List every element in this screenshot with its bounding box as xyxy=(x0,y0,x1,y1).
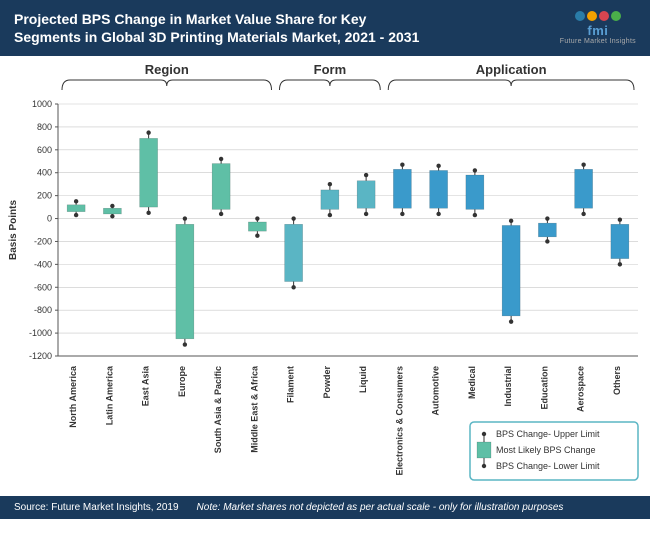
logo-dot-icon xyxy=(587,11,597,21)
svg-text:Electronics & Consumers: Electronics & Consumers xyxy=(394,366,404,476)
bar-body xyxy=(357,181,375,208)
logo-dot-icon xyxy=(611,11,621,21)
svg-text:1000: 1000 xyxy=(32,99,52,109)
chart-svg: -1200 -1000 -800 -600 -400 -200 0 200 400 600 800 1… xyxy=(0,56,650,496)
fmi-logo: fmi Future Market Insights xyxy=(560,11,636,45)
svg-text:-200: -200 xyxy=(34,237,52,247)
footer-note: Note: Market shares not depicted as per … xyxy=(197,502,564,513)
bar-body xyxy=(103,209,121,215)
svg-text:Automotive: Automotive xyxy=(431,366,441,416)
svg-text:Form: Form xyxy=(314,62,347,77)
footer-source: Source: Future Market Insights, 2019 xyxy=(14,502,179,513)
header-bar: Projected BPS Change in Market Value Sha… xyxy=(0,0,650,56)
svg-text:Filament: Filament xyxy=(286,366,296,403)
chart-title: Projected BPS Change in Market Value Sha… xyxy=(14,10,434,46)
logo-text-sub: Future Market Insights xyxy=(560,38,636,45)
chart-area: -1200 -1000 -800 -600 -400 -200 0 200 400 600 800 1… xyxy=(0,56,650,496)
bar-body xyxy=(176,225,194,340)
logo-dot-icon xyxy=(575,11,585,21)
bar-body xyxy=(538,224,556,238)
svg-text:800: 800 xyxy=(37,122,52,132)
svg-text:400: 400 xyxy=(37,168,52,178)
svg-text:-600: -600 xyxy=(34,283,52,293)
bar-body xyxy=(140,139,158,208)
logo-dot-icon xyxy=(599,11,609,21)
svg-text:North America: North America xyxy=(68,365,78,428)
bar-body xyxy=(575,170,593,209)
svg-text:-400: -400 xyxy=(34,260,52,270)
svg-text:BPS Change- Lower Limit: BPS Change- Lower Limit xyxy=(496,461,600,471)
svg-text:Region: Region xyxy=(145,62,189,77)
svg-text:-800: -800 xyxy=(34,306,52,316)
svg-text:Middle East & Africa: Middle East & Africa xyxy=(249,365,259,453)
svg-text:Most Likely BPS Change: Most Likely BPS Change xyxy=(496,445,596,455)
svg-text:BPS Change- Upper Limit: BPS Change- Upper Limit xyxy=(496,429,600,439)
svg-text:East Asia: East Asia xyxy=(141,365,151,406)
bar-body xyxy=(393,170,411,209)
svg-text:Industrial: Industrial xyxy=(503,366,513,407)
logo-text-main: fmi xyxy=(587,23,608,38)
svg-text:200: 200 xyxy=(37,191,52,201)
svg-text:Europe: Europe xyxy=(177,366,187,397)
svg-text:Others: Others xyxy=(612,366,622,395)
svg-text:Medical: Medical xyxy=(467,366,477,399)
bar-body xyxy=(502,226,520,316)
footer-bar: Source: Future Market Insights, 2019 Not… xyxy=(0,496,650,519)
svg-text:0: 0 xyxy=(47,214,52,224)
bar-body xyxy=(248,222,266,231)
svg-text:Education: Education xyxy=(539,366,549,410)
svg-text:Basis Points: Basis Points xyxy=(8,200,19,260)
bar-body xyxy=(611,225,629,259)
svg-text:Application: Application xyxy=(476,62,547,77)
bar-body xyxy=(212,164,230,210)
svg-text:Liquid: Liquid xyxy=(358,366,368,393)
svg-text:Latin America: Latin America xyxy=(104,365,114,425)
svg-text:600: 600 xyxy=(37,145,52,155)
bar-body xyxy=(285,225,303,282)
bar-body xyxy=(466,175,484,209)
bar-body xyxy=(321,190,339,209)
svg-text:Aerospace: Aerospace xyxy=(576,366,586,412)
svg-text:-1000: -1000 xyxy=(29,328,52,338)
svg-text:South Asia & Pacific: South Asia & Pacific xyxy=(213,366,223,453)
bar-body xyxy=(67,205,85,212)
svg-text:-1200: -1200 xyxy=(29,351,52,361)
svg-text:Powder: Powder xyxy=(322,366,332,399)
bar-body xyxy=(430,171,448,209)
logo-icon-row xyxy=(575,11,621,21)
